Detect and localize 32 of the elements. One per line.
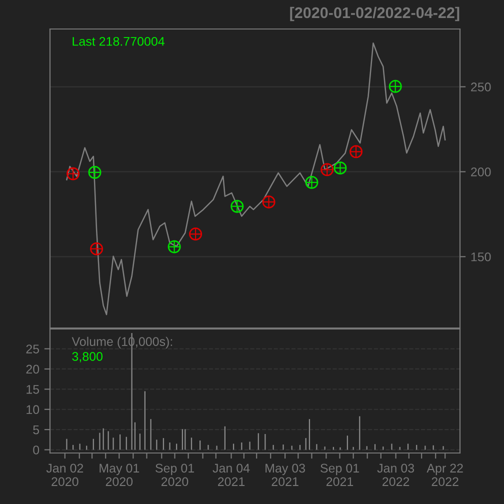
point (334, 161, 347, 174)
x-tick-label: Sep 01 2020 (156, 464, 194, 486)
point (90, 242, 104, 256)
point (305, 176, 318, 189)
point (66, 167, 80, 180)
y-tick-label: 15 (26, 385, 40, 394)
y-tick-label: 200 (471, 168, 491, 176)
annotation: Last 218.770004 (72, 36, 165, 46)
y-tick-label: 0 (33, 446, 40, 454)
y-tick-label: 250 (471, 82, 491, 92)
point (320, 163, 334, 176)
y-tick-label: 5 (33, 426, 40, 434)
x-tick-label: Sep 01 2021 (320, 464, 359, 486)
point (230, 200, 244, 213)
y-tick-label: 10 (26, 405, 40, 414)
x-tick-label: Jan 03 2022 (377, 464, 414, 486)
point (88, 166, 102, 179)
point (168, 240, 181, 254)
y-tick-label: 25 (26, 344, 40, 354)
x-tick-label: Jan 04 2021 (212, 464, 250, 486)
point (388, 80, 402, 93)
y-tick-label: 150 (471, 252, 491, 262)
chart-title: [2020-01-02/2022-04-22] (290, 6, 460, 22)
x-tick-label: Jan 02 2020 (46, 464, 84, 486)
x-tick-label: May 03 2021 (266, 464, 306, 486)
annotation: 3,800 (72, 352, 103, 362)
point (262, 195, 276, 208)
point (350, 145, 363, 158)
x-tick-label: Apr 22 2022 (426, 464, 463, 486)
x-tick-label: May 01 2020 (100, 464, 140, 486)
point (189, 228, 202, 241)
y-tick-label: 20 (26, 364, 40, 374)
